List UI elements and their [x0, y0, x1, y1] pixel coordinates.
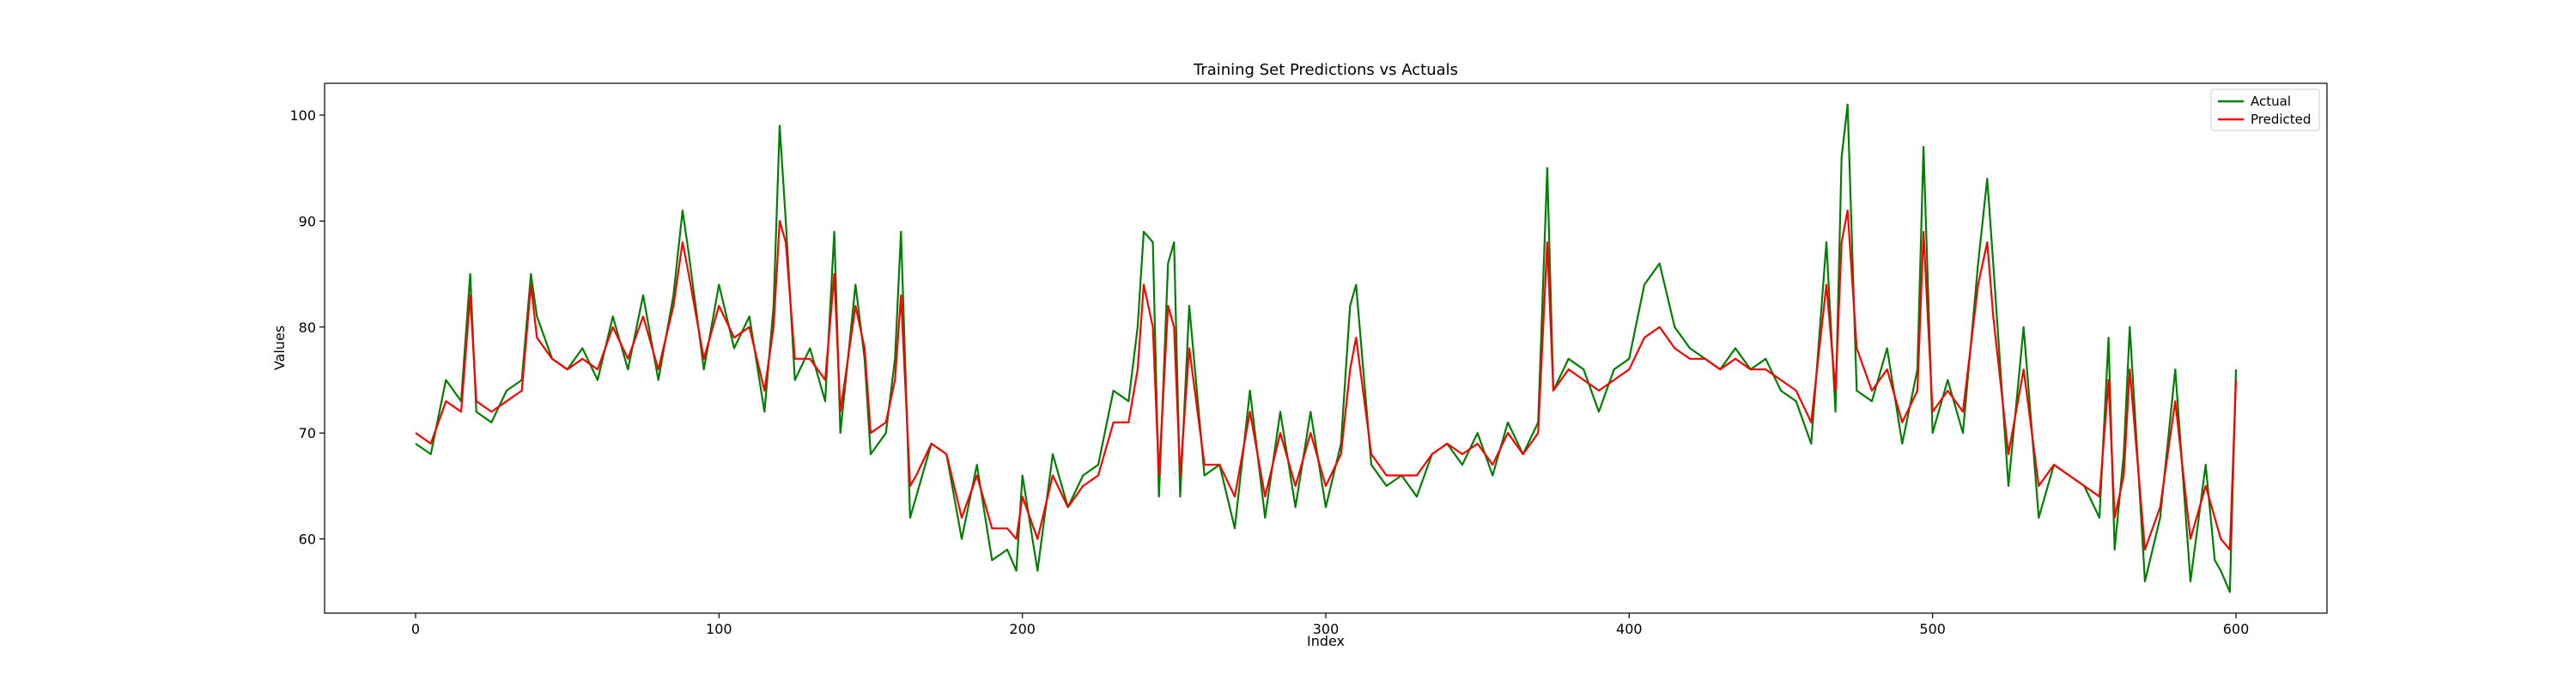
legend-label-predicted: Predicted: [2251, 112, 2311, 127]
legend-label-actual: Actual: [2251, 94, 2291, 109]
x-tick-label: 100: [706, 621, 732, 637]
x-tick-label: 600: [2223, 621, 2250, 637]
x-tick-label: 300: [1313, 621, 1340, 637]
y-tick-label: 80: [299, 319, 316, 336]
series-line-actual: [415, 103, 2238, 593]
plot-area: [415, 103, 2238, 593]
y-axis-label: Values: [271, 325, 288, 370]
x-tick-label: 400: [1616, 621, 1643, 637]
legend: Actual Predicted: [2210, 88, 2320, 131]
y-tick-label: 60: [299, 532, 316, 548]
x-axis: 0 100 200 300 400 500 600: [411, 613, 2249, 637]
x-tick-label: 200: [1009, 621, 1036, 637]
y-axis: 60 70 80 90 100: [289, 107, 325, 548]
series-line-predicted: [415, 210, 2238, 551]
x-tick-label: 0: [411, 621, 420, 637]
axes-frame: [324, 82, 2328, 614]
y-tick-label: 100: [289, 107, 316, 124]
chart-title: Training Set Predictions vs Actuals: [1193, 61, 1458, 79]
x-tick-label: 500: [1919, 621, 1946, 637]
y-tick-label: 70: [299, 425, 316, 441]
x-axis-label: Index: [1307, 633, 1345, 649]
y-tick-label: 90: [299, 213, 316, 229]
